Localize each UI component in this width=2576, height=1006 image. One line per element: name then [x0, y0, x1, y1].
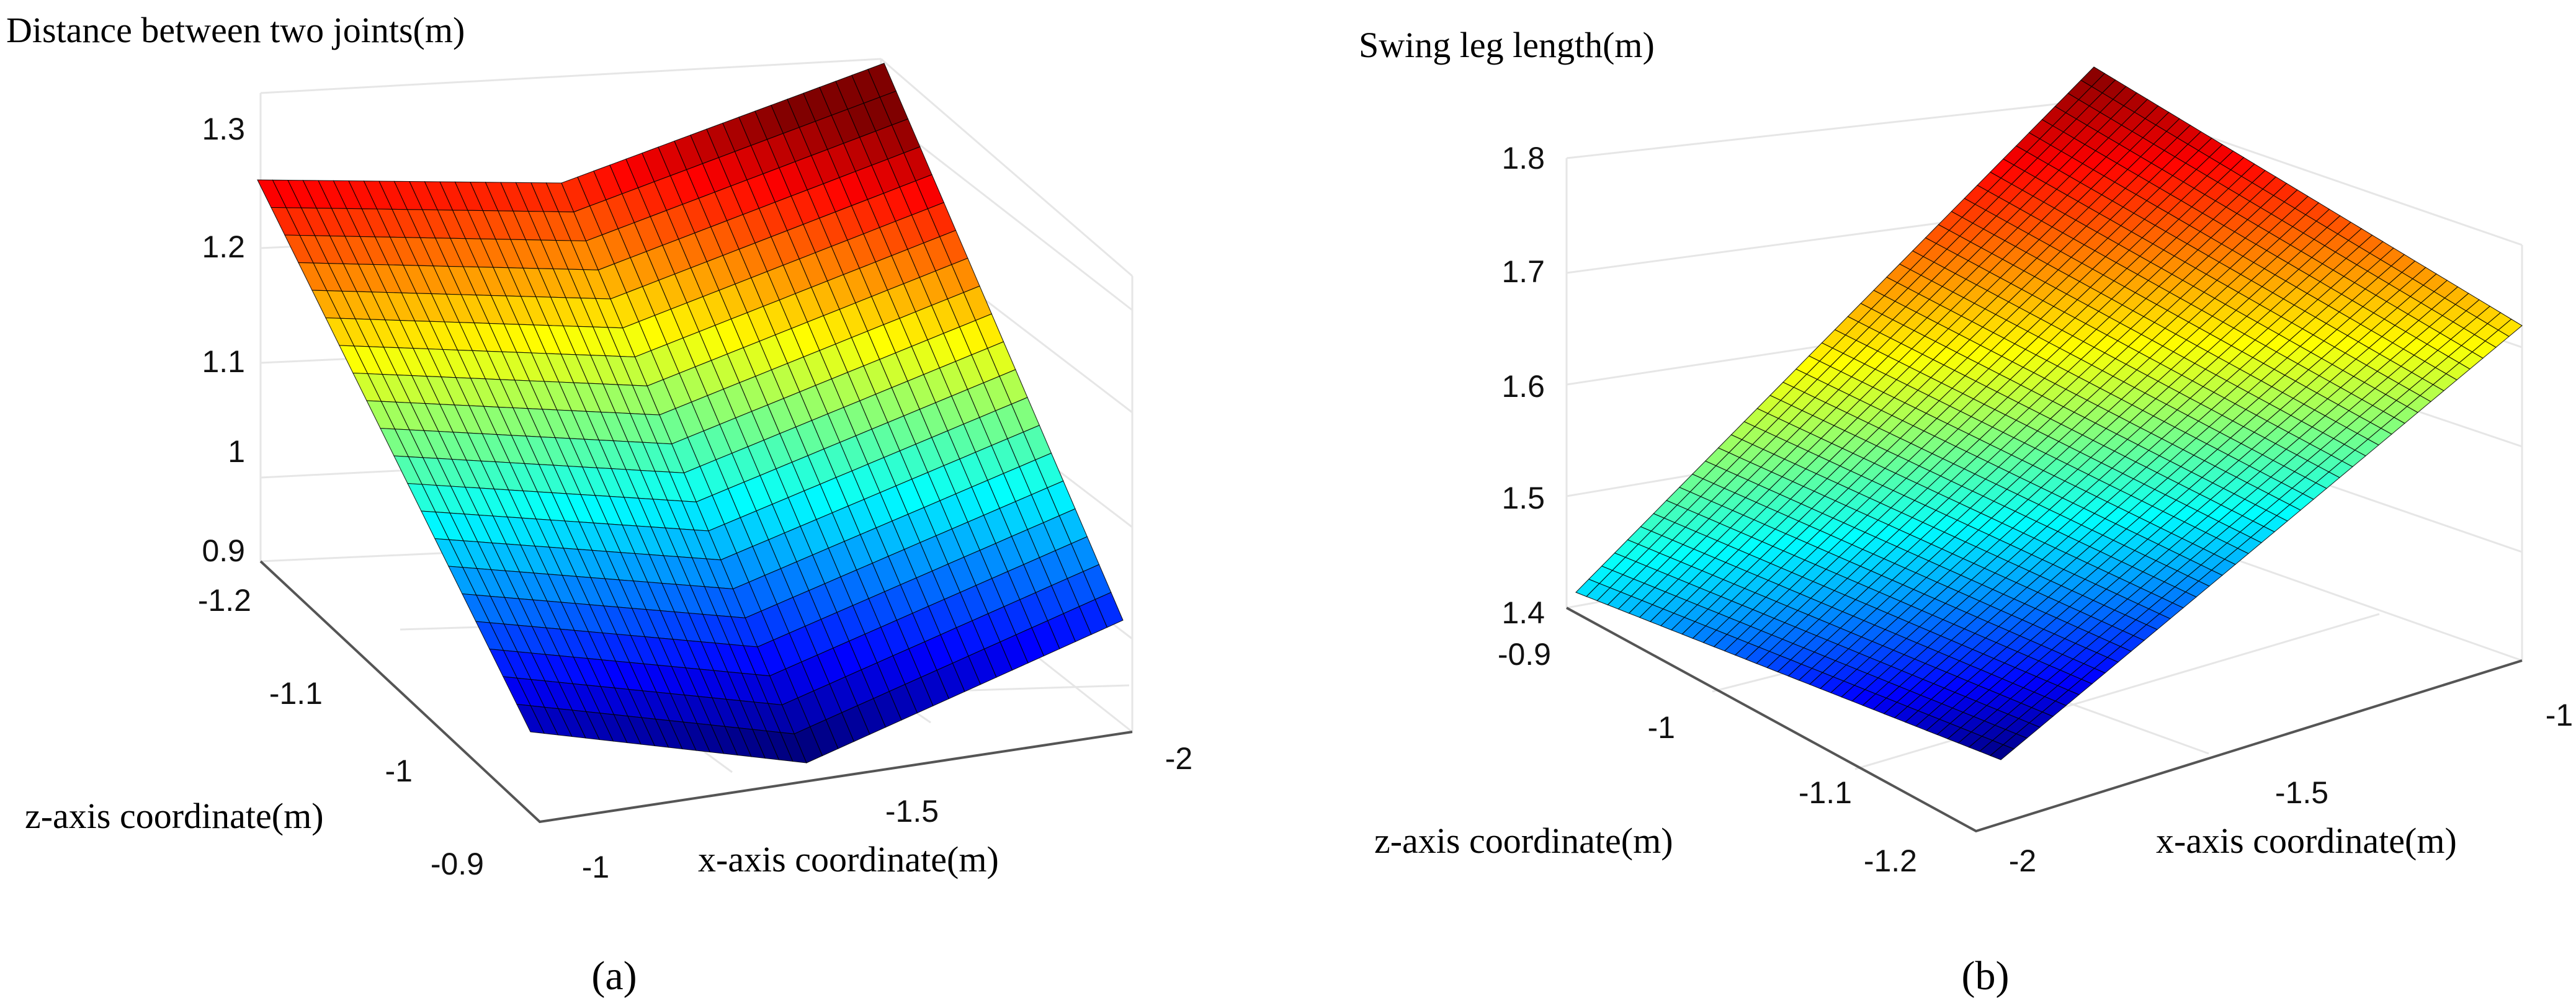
- chart-a-z-tick: 1.1: [202, 344, 245, 379]
- chart-b-z-tick: 1.5: [1501, 481, 1545, 515]
- chart-a-title: Distance between two joints(m): [6, 10, 465, 50]
- chart-a-z-tick: 1.2: [202, 229, 245, 264]
- chart-b-x-tick: -1: [2546, 698, 2573, 732]
- chart-b-surface: [1575, 66, 2523, 760]
- chart-a-xlabel: x-axis coordinate(m): [698, 839, 999, 879]
- chart-b-xlabel: x-axis coordinate(m): [2156, 821, 2457, 861]
- chart-b-z-tick: 1.4: [1501, 595, 1545, 630]
- chart-b-y-tick: -0.9: [1498, 637, 1551, 672]
- chart-a-y-tick: -1.2: [198, 583, 251, 618]
- chart-b-z-tick: 1.7: [1501, 254, 1545, 289]
- chart-b-z-tick: 1.6: [1501, 369, 1545, 404]
- chart-b-title: Swing leg length(m): [1359, 25, 1655, 65]
- chart-b-x-tick: -1.5: [2275, 775, 2328, 810]
- chart-a-ticks: 1.3 1.2 1.1 1 0.9 -1.2 -1.1 -1 -0.9 -2 -…: [198, 112, 1192, 884]
- chart-a-y-tick: -1.1: [269, 676, 323, 711]
- chart-a-y-tick: -1: [385, 754, 413, 788]
- chart-a-floor-axes: [259, 560, 1133, 824]
- chart-a-x-tick: -2: [1165, 741, 1192, 776]
- chart-a-x-tick: -1.5: [885, 794, 939, 829]
- chart-a-z-tick: 0.9: [202, 533, 245, 568]
- chart-b-y-tick: -1.1: [1799, 775, 1852, 810]
- chart-b-y-tick: -1: [1648, 710, 1675, 745]
- chart-a: 1.3 1.2 1.1 1 0.9 -1.2 -1.1 -1 -0.9 -2 -…: [6, 10, 1192, 999]
- chart-a-x-tick: -1: [582, 850, 609, 884]
- chart-b-ylabel: z-axis coordinate(m): [1374, 821, 1673, 861]
- chart-b-panel-label: (b): [1962, 953, 2010, 999]
- chart-b-x-tick: -2: [2009, 844, 2036, 878]
- chart-a-z-tick: 1: [228, 434, 245, 469]
- chart-b-surface-cell: [2497, 318, 2523, 337]
- chart-b-y-tick: -1.2: [1864, 844, 1917, 878]
- chart-b-floor-axes: [1566, 607, 2523, 833]
- chart-a-ylabel: z-axis coordinate(m): [25, 796, 324, 836]
- chart-b-z-tick: 1.8: [1501, 141, 1545, 176]
- chart-a-surface-cell: [1094, 592, 1124, 628]
- chart-a-panel-label: (a): [591, 953, 637, 999]
- chart-a-z-tick: 1.3: [202, 112, 245, 146]
- chart-b: 1.8 1.7 1.6 1.5 1.4 -0.9 -1 -1.1 -1.2 -1…: [1359, 25, 2573, 999]
- chart-a-surface: [257, 63, 1124, 763]
- chart-b-ticks: 1.8 1.7 1.6 1.5 1.4 -0.9 -1 -1.1 -1.2 -1…: [1498, 141, 2573, 878]
- chart-a-y-tick: -0.9: [431, 847, 484, 881]
